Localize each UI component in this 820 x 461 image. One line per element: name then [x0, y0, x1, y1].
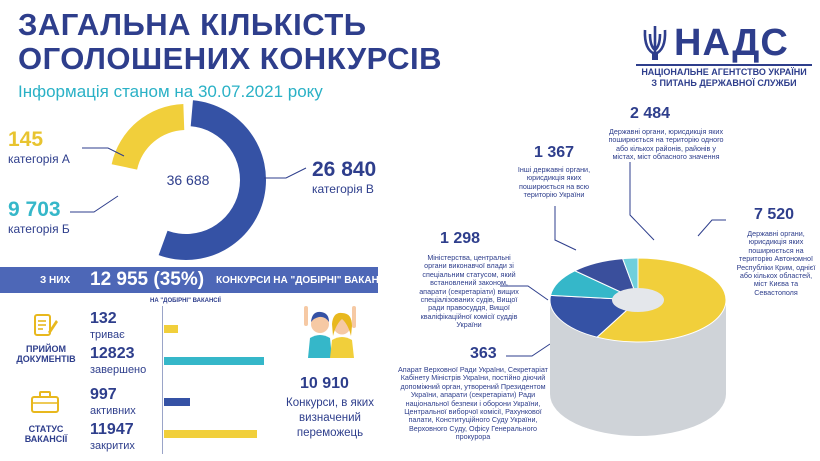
status-label-line-1: СТАТУС	[28, 424, 64, 434]
highlight-band	[0, 267, 378, 293]
status-active-value: 997	[90, 386, 117, 403]
status-closed-value: 11947	[90, 421, 134, 438]
pie-7520-value: 7 520	[754, 206, 795, 223]
status-active-bar	[164, 398, 190, 406]
pie3d-layers	[549, 257, 727, 436]
connector-2484	[629, 162, 655, 241]
connector-7520	[697, 219, 726, 237]
pie-2484-desc: Державні органи, юрисдикція яких поширює…	[608, 127, 724, 162]
category-b-label: категорія Б	[8, 222, 70, 236]
donut-center	[154, 148, 218, 212]
band-value: 12 955 (35%)	[90, 269, 205, 290]
pie-363-desc: Апарат Верховної Ради України, Секретарі…	[398, 365, 548, 442]
logo-subtitle-line-2: З ПИТАНЬ ДЕРЖАВНОЇ СЛУЖБИ	[651, 78, 797, 88]
good-vacancies-caption: на "добірні" вакансії	[150, 298, 221, 304]
winners-value: 10 910	[300, 375, 349, 392]
pie-1298-value: 1 298	[440, 230, 481, 247]
page-subtitle: Інформація станом на 30.07.2021 року	[18, 82, 323, 101]
intake-done-label: завершено	[90, 364, 147, 376]
winners-text-line-2: визначений	[299, 412, 361, 424]
trident-icon	[643, 26, 667, 60]
pie3d-chart	[500, 162, 727, 436]
status-closed-label: закритих	[90, 440, 135, 452]
connector-1298	[500, 285, 549, 301]
title-line-2: ОГОЛОШЕНИХ КОНКУРСІВ	[18, 41, 442, 76]
band-prefix: з них	[40, 275, 71, 286]
band-text: конкурси на "добірні" вакансії	[216, 275, 392, 286]
winners-text: Конкурси, в яких визначений переможець	[286, 396, 374, 441]
donut-segment-category-v	[158, 100, 266, 261]
status-label-line-2: ВАКАНСІЇ	[24, 434, 68, 444]
connector-b	[70, 195, 119, 213]
winners-people-icon	[304, 306, 356, 358]
briefcase-icon	[31, 391, 59, 413]
logo-divider	[636, 64, 812, 66]
connector-1367	[554, 206, 577, 251]
intake-ongoing-label: триває	[90, 329, 125, 341]
document-pen-icon	[34, 314, 58, 336]
intake-ongoing-value: 132	[90, 310, 117, 327]
status-closed-bar	[164, 430, 257, 438]
pie-2484-value: 2 484	[630, 105, 671, 122]
intake-done-bar	[164, 357, 264, 365]
intake-label: ПРИЙОМ ДОКУМЕНТІВ	[6, 344, 86, 364]
winners-text-line-1: Конкурси, в яких	[286, 397, 374, 409]
bars-axis	[162, 306, 163, 454]
pie3d-hole	[612, 288, 664, 312]
logo-wordmark: НАДС	[674, 22, 789, 64]
intake-ongoing-bar	[164, 325, 178, 333]
category-a-label: категорія А	[8, 152, 70, 166]
intake-label-line-1: ПРИЙОМ	[26, 344, 66, 354]
category-v-label: категорія В	[312, 182, 374, 196]
connector-v	[264, 167, 307, 179]
category-a-value: 145	[8, 128, 44, 151]
pie-1367-value: 1 367	[534, 144, 575, 161]
page-title: ЗАГАЛЬНА КІЛЬКІСТЬ ОГОЛОШЕНИХ КОНКУРСІВ	[18, 8, 442, 76]
pie-7520-desc: Державні органи, юрисдикція яких поширює…	[736, 229, 816, 297]
pie-363-value: 363	[470, 345, 497, 362]
donut-segment-category-a	[111, 104, 185, 170]
status-label: СТАТУС ВАКАНСІЇ	[6, 424, 86, 444]
connector-a	[82, 147, 125, 157]
winners-text-line-3: переможець	[296, 427, 364, 439]
logo-subtitle: НАЦІОНАЛЬНЕ АГЕНТСТВО УКРАЇНИ З ПИТАНЬ Д…	[634, 67, 814, 89]
pie-1367-desc: Інші державні органи, юрисдикція яких по…	[517, 165, 591, 200]
category-v-value: 26 840	[312, 158, 377, 181]
intake-done-value: 12823	[90, 345, 135, 362]
status-active-label: активних	[90, 405, 136, 417]
connector-363	[506, 343, 551, 357]
donut-total: 36 688	[166, 172, 210, 188]
donut-chart	[70, 100, 307, 261]
pie-1298-desc: Міністерства, центральні органи виконавч…	[419, 253, 519, 330]
logo-subtitle-line-1: НАЦІОНАЛЬНЕ АГЕНТСТВО УКРАЇНИ	[641, 67, 807, 77]
category-b-value: 9 703	[8, 198, 61, 221]
intake-label-line-2: ДОКУМЕНТІВ	[16, 354, 76, 364]
title-line-1: ЗАГАЛЬНА КІЛЬКІСТЬ	[18, 7, 367, 42]
